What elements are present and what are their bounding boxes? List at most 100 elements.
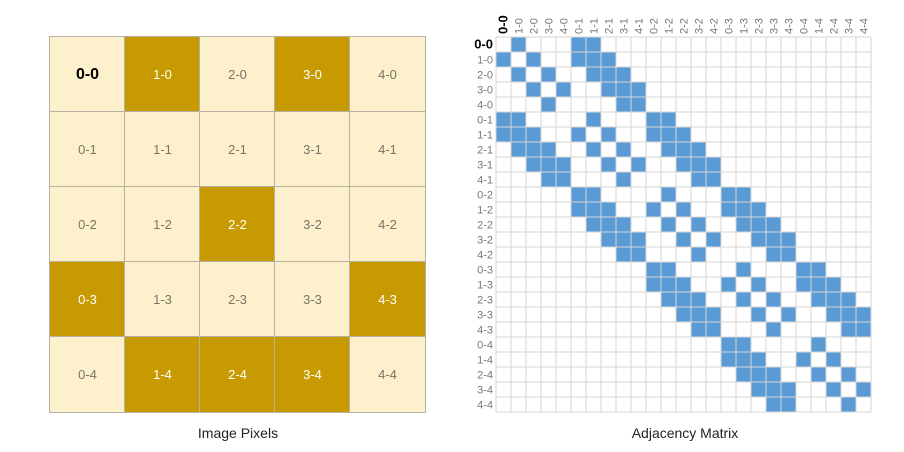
edge-1-4-to-2-4: [826, 352, 841, 367]
edge-1-2-to-0-1: [571, 202, 586, 217]
pixel-1-2[interactable]: 1-2: [124, 186, 201, 263]
matrix-row-label-2-0: 2-0: [477, 70, 493, 82]
pixel-2-1[interactable]: 2-1: [199, 111, 276, 188]
edge-3-0-to-3-1: [616, 82, 631, 97]
edge-0-2-to-0-1: [571, 187, 586, 202]
edge-3-3-to-4-3: [781, 307, 796, 322]
pixel-1-3[interactable]: 1-3: [124, 261, 201, 338]
pixel-2-2[interactable]: 2-2: [199, 186, 276, 263]
edge-4-2-to-4-1: [631, 247, 646, 262]
matrix-row-label-2-3: 2-3: [477, 295, 493, 307]
edge-2-2-to-1-1: [586, 217, 601, 232]
edge-0-3-to-0-4: [796, 262, 811, 277]
edge-2-3-to-3-3: [766, 292, 781, 307]
edge-2-2-to-1-2: [661, 217, 676, 232]
edge-2-4-to-1-4: [811, 367, 826, 382]
matrix-col-label-1-4: 1-4: [814, 18, 826, 34]
matrix-col-label-2-0: 2-0: [529, 18, 541, 34]
edge-3-2-to-2-3: [751, 232, 766, 247]
edge-3-2-to-2-2: [676, 232, 691, 247]
edge-0-4-to-0-3: [721, 337, 736, 352]
matrix-row-label-3-4: 3-4: [477, 385, 493, 397]
edge-2-3-to-2-2: [676, 292, 691, 307]
edge-3-3-to-3-4: [841, 307, 856, 322]
edge-3-2-to-4-3: [781, 232, 796, 247]
edge-0-1-to-0-2: [646, 112, 661, 127]
edge-1-2-to-1-1: [586, 202, 601, 217]
edge-0-2-to-1-1: [586, 187, 601, 202]
edge-2-3-to-3-2: [691, 292, 706, 307]
edge-1-4-to-2-3: [751, 352, 766, 367]
edge-3-3-to-3-2: [691, 307, 706, 322]
edge-4-4-to-3-4: [841, 397, 856, 412]
matrix-col-label-0-1: 0-1: [574, 18, 586, 34]
edge-2-4-to-3-3: [766, 367, 781, 382]
edge-0-1-to-1-2: [661, 112, 676, 127]
edge-1-2-to-2-3: [751, 202, 766, 217]
edge-2-1-to-1-1: [586, 142, 601, 157]
pixel-0-0[interactable]: 0-0: [49, 36, 126, 113]
pixel-3-0[interactable]: 3-0: [274, 36, 351, 113]
pixel-1-1[interactable]: 1-1: [124, 111, 201, 188]
edge-1-3-to-0-2: [646, 277, 661, 292]
edge-0-3-to-1-2: [661, 262, 676, 277]
matrix-row-label-2-1: 2-1: [477, 145, 493, 157]
pixel-0-3[interactable]: 0-3: [49, 261, 126, 338]
edge-2-2-to-1-3: [736, 217, 751, 232]
edge-3-3-to-2-3: [751, 307, 766, 322]
pixel-1-0[interactable]: 1-0: [124, 36, 201, 113]
edge-0-2-to-1-2: [661, 187, 676, 202]
edge-1-3-to-1-2: [661, 277, 676, 292]
edge-0-3-to-1-3: [736, 262, 751, 277]
pixel-2-0[interactable]: 2-0: [199, 36, 276, 113]
pixel-4-2[interactable]: 4-2: [349, 186, 426, 263]
edge-2-3-to-3-4: [841, 292, 856, 307]
edge-1-4-to-1-3: [736, 352, 751, 367]
pixel-2-4[interactable]: 2-4: [199, 336, 276, 413]
matrix-row-label-4-3: 4-3: [477, 325, 493, 337]
matrix-row-label-0-3: 0-3: [477, 265, 493, 277]
edge-2-3-to-1-3: [736, 292, 751, 307]
pixel-2-3[interactable]: 2-3: [199, 261, 276, 338]
matrix-col-label-2-2: 2-2: [679, 18, 691, 34]
edge-2-2-to-3-2: [691, 217, 706, 232]
edge-1-1-to-0-0: [496, 127, 511, 142]
edge-2-0-to-2-1: [601, 67, 616, 82]
edge-1-0-to-0-1: [571, 52, 586, 67]
pixel-0-4[interactable]: 0-4: [49, 336, 126, 413]
edge-3-2-to-4-2: [706, 232, 721, 247]
edge-1-2-to-1-3: [736, 202, 751, 217]
edge-0-1-to-0-0: [496, 112, 511, 127]
pixel-4-4[interactable]: 4-4: [349, 336, 426, 413]
pixel-3-4[interactable]: 3-4: [274, 336, 351, 413]
edge-4-3-to-4-4: [856, 322, 871, 337]
pixel-3-1[interactable]: 3-1: [274, 111, 351, 188]
pixel-4-0[interactable]: 4-0: [349, 36, 426, 113]
pixel-0-1[interactable]: 0-1: [49, 111, 126, 188]
matrix-col-label-0-4: 0-4: [799, 18, 811, 34]
pixel-0-2[interactable]: 0-2: [49, 186, 126, 263]
matrix-row-label-1-2: 1-2: [477, 205, 493, 217]
matrix-row-label-0-0: 0-0: [474, 37, 493, 52]
matrix-row-label-3-1: 3-1: [477, 160, 493, 172]
matrix-col-label-3-2: 3-2: [694, 18, 706, 34]
pixel-3-3[interactable]: 3-3: [274, 261, 351, 338]
edge-2-3-to-2-4: [826, 292, 841, 307]
edge-4-2-to-3-2: [691, 247, 706, 262]
pixel-4-1[interactable]: 4-1: [349, 111, 426, 188]
matrix-row-label-1-3: 1-3: [477, 280, 493, 292]
matrix-col-label-0-2: 0-2: [649, 18, 661, 34]
pixel-1-4[interactable]: 1-4: [124, 336, 201, 413]
edge-1-0-to-2-0: [526, 52, 541, 67]
matrix-row-label-3-0: 3-0: [477, 85, 493, 97]
pixel-4-3[interactable]: 4-3: [349, 261, 426, 338]
edge-1-1-to-2-1: [601, 127, 616, 142]
edge-3-4-to-2-4: [826, 382, 841, 397]
matrix-row-label-4-4: 4-4: [477, 400, 493, 412]
matrix-row-label-2-4: 2-4: [477, 370, 493, 382]
matrix-col-label-1-0: 1-0: [514, 18, 526, 34]
matrix-col-label-1-3: 1-3: [739, 18, 751, 34]
matrix-col-label-2-1: 2-1: [604, 18, 616, 34]
pixel-3-2[interactable]: 3-2: [274, 186, 351, 263]
